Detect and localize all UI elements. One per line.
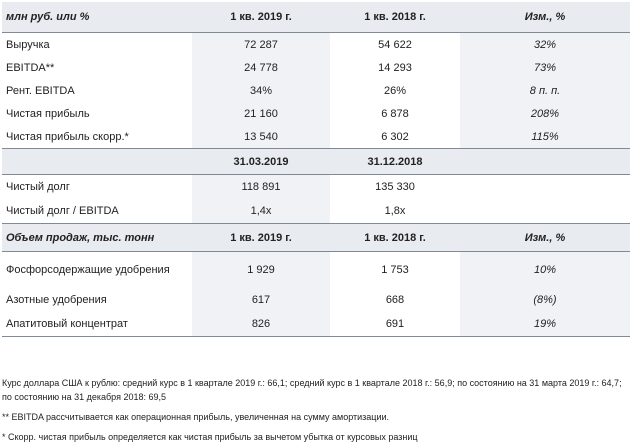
table-row: Рент. EBITDA 34% 26% 8 п. п. (2, 79, 630, 102)
header-change: Изм., % (524, 11, 566, 23)
row-change: 32% (460, 33, 630, 56)
row-change: 8 п. п. (460, 79, 630, 102)
row-value-2019: 21 160 (192, 102, 330, 125)
row-change: 10% (460, 252, 630, 288)
row-value-2018: 135 330 (375, 181, 415, 193)
footnotes: Курс доллара США к рублю: средний курс в… (2, 376, 632, 444)
table-row: Выручка 72 287 54 622 32% (2, 33, 630, 56)
row-change: 73% (460, 56, 630, 79)
table-row: Чистая прибыль 21 160 6 878 208% (2, 102, 630, 125)
table-row: Чистый долг / EBITDA 1,4x 1,8x (2, 199, 630, 224)
row-label: Чистый долг (6, 181, 70, 193)
table-row: Фосфорсодержащие удобрения 1 929 1 753 1… (2, 252, 630, 288)
row-value-2018: 26% (383, 84, 407, 97)
row-value-2019: 34% (192, 79, 330, 102)
footnote-ebitda: ** EBITDA рассчитывается как операционна… (2, 412, 389, 422)
date-header-row: 31.03.2019 31.12.2018 (2, 149, 630, 175)
table-row: Апатитовый концентрат 826 691 19% (2, 312, 630, 337)
row-value-2019: 118 891 (192, 175, 330, 199)
row-label: Фосфорсодержащие удобрения (6, 263, 170, 276)
row-label: EBITDA** (6, 61, 55, 74)
row-value-2019: 617 (192, 288, 330, 312)
row-value-2019: 72 287 (192, 33, 330, 56)
header-q1-2018: 1 кв. 2018 г. (364, 11, 426, 23)
row-value-2018: 1,8x (384, 205, 406, 217)
row-label: Выручка (6, 38, 50, 51)
sales-header-row: Объем продаж, тыс. тонн 1 кв. 2019 г. 1 … (2, 224, 630, 252)
row-change: 19% (460, 312, 630, 336)
row-label: Рент. EBITDA (6, 84, 75, 97)
table-row: Чистая прибыль скорр.* 13 540 6 302 115% (2, 125, 630, 149)
row-change: 208% (460, 102, 630, 125)
row-value-2018: 668 (385, 294, 405, 306)
footnote-adjusted-profit: * Скорр. чистая прибыль определяется как… (2, 432, 418, 442)
row-label: Чистая прибыль скорр.* (6, 130, 129, 143)
row-value-2019: 1 929 (192, 252, 330, 288)
row-value-2018: 14 293 (378, 61, 412, 74)
row-change: 115% (460, 125, 630, 148)
table-row: Азотные удобрения 617 668 (8%) (2, 288, 630, 312)
financial-table: млн руб. или % 1 кв. 2019 г. 1 кв. 2018 … (2, 2, 630, 337)
table-row: Чистый долг 118 891 135 330 (2, 175, 630, 199)
table-header-row: млн руб. или % 1 кв. 2019 г. 1 кв. 2018 … (2, 2, 630, 33)
table-row: EBITDA** 24 778 14 293 73% (2, 56, 630, 79)
row-value-2018: 54 622 (378, 38, 412, 51)
row-value-2018: 1 753 (381, 264, 409, 276)
sales-header-units: Объем продаж, тыс. тонн (6, 231, 155, 244)
date-header-2019: 31.03.2019 (233, 155, 289, 168)
sales-header-q1-2018: 1 кв. 2018 г. (364, 231, 426, 244)
row-value-2019: 1,4x (192, 199, 330, 223)
sales-header-change: Изм., % (524, 231, 566, 244)
row-value-2019: 24 778 (192, 56, 330, 79)
row-value-2018: 691 (385, 318, 405, 330)
row-label: Апатитовый концентрат (6, 318, 128, 330)
row-label: Чистый долг / EBITDA (6, 205, 119, 217)
row-label: Чистая прибыль (6, 107, 90, 120)
date-header-2018: 31.12.2018 (367, 155, 423, 168)
row-value-2018: 6 302 (381, 130, 409, 143)
row-value-2019: 13 540 (192, 125, 330, 148)
sales-header-q1-2019: 1 кв. 2019 г. (230, 231, 292, 244)
row-label: Азотные удобрения (6, 294, 107, 306)
header-q1-2019: 1 кв. 2019 г. (230, 11, 292, 23)
row-value-2019: 826 (192, 312, 330, 336)
footnote-fx-rate: Курс доллара США к рублю: средний курс в… (2, 378, 622, 402)
row-value-2018: 6 878 (381, 107, 409, 120)
row-change: (8%) (460, 288, 630, 312)
header-units: млн руб. или % (6, 11, 90, 23)
